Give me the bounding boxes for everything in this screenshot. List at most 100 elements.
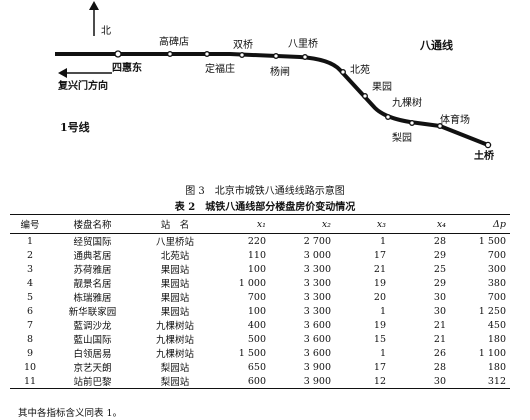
cell-station: 北苑站: [160, 251, 190, 262]
station-tiyuchang-label: 体育场: [440, 115, 470, 126]
cell-x2: 3 600: [303, 347, 331, 359]
cell-name: 新华联家园: [68, 307, 117, 318]
cell-x2: 3 300: [303, 277, 331, 289]
cell-id: 1: [26, 235, 34, 247]
header-id: 编号: [10, 214, 50, 234]
header-name: 楼盘名称: [50, 214, 135, 234]
cell-name: 京艺天朗: [73, 363, 112, 374]
cell-x3: 12: [335, 374, 390, 389]
header-x4: x₄: [390, 214, 450, 234]
header-x2: x₂: [270, 214, 335, 234]
cell-dp: 180: [487, 333, 506, 345]
cell-id: 7: [26, 319, 34, 331]
cell-x2: 3 300: [303, 291, 331, 303]
cell-dp: 312: [450, 374, 510, 389]
cell-id: 9: [26, 347, 34, 359]
cell-name: 栋瑞雅居: [73, 293, 112, 304]
cell-x3: 19: [373, 277, 386, 289]
station-tuqiao-dot: [484, 141, 492, 149]
table-row: 1 经贸国际 八里桥站 220 2 700 1 28 1 500: [10, 234, 510, 249]
cell-x1: 110: [247, 249, 266, 261]
header-x3: x₃: [335, 214, 390, 234]
table-row: 8 藍山国际 九棵树站 500 3 600 15 21 180: [10, 332, 510, 347]
cell-x4: 29: [433, 249, 446, 261]
cell-station: 果园站: [160, 307, 190, 318]
station-liyuan-label: 梨园: [392, 133, 412, 144]
cell-x2: 3 900: [303, 361, 331, 373]
table-label: 表 2: [174, 202, 196, 213]
cell-dp: 1 250: [478, 305, 506, 317]
table-row: 2 通典茗居 北苑站 110 3 000 17 29 700: [10, 248, 510, 263]
cell-dp: 300: [487, 263, 506, 275]
table-row: 3 苏荷雅居 果园站 100 3 300 21 25 300: [10, 262, 510, 277]
price-change-table: 编号 楼盘名称 站 名 x₁ x₂ x₃ x₄ Δp 1 经贸国际 八里桥站 220 2…: [10, 214, 510, 389]
cell-x3: 17: [373, 249, 386, 261]
table-row: 6 新华联家园 果园站 100 3 300 1 30 1 250: [10, 304, 510, 319]
table-row: 7 藍调沙龙 九棵树站 400 3 600 19 21 450: [10, 318, 510, 333]
cell-x1: 700: [247, 291, 266, 303]
station-baliqiao-label: 八里桥: [288, 39, 318, 50]
cell-name: 白领居易: [73, 349, 112, 360]
cell-x1: 500: [247, 333, 266, 345]
station-liyuan-dot: [409, 120, 415, 126]
station-sihuidong-dot: [114, 50, 122, 58]
cell-x3: 19: [373, 319, 386, 331]
direction-arrow-head: [58, 68, 67, 78]
cell-x4: 29: [433, 277, 446, 289]
direction-label: 复兴门方向: [58, 81, 108, 92]
station-dingfuzhuang-label: 定福庄: [205, 64, 235, 75]
station-tiyuchang-dot: [437, 123, 443, 129]
cell-dp: 1 100: [478, 347, 506, 359]
cell-station: 九棵树站: [155, 349, 194, 360]
cell-x3: 1: [379, 305, 386, 317]
station-shuangqiao-label: 双桥: [233, 40, 253, 51]
cell-x1: 600: [215, 374, 270, 389]
station-yangzha-dot: [273, 53, 279, 59]
table-header-row: 编号 楼盘名称 站 名 x₁ x₂ x₃ x₄ Δp: [10, 214, 510, 234]
cell-station: 九棵树站: [155, 321, 194, 332]
footnote: 其中各指标含义同表 1。: [18, 408, 123, 419]
station-tuqiao-label: 土桥: [474, 151, 494, 162]
line1-label: 1号线: [60, 121, 90, 134]
cell-x3: 17: [373, 361, 386, 373]
station-beiyuan-dot: [340, 69, 346, 75]
cell-station: 果园站: [160, 293, 190, 304]
cell-x3: 20: [373, 291, 386, 303]
cell-x4: 28: [433, 361, 446, 373]
station-guoyuan-dot: [362, 93, 368, 99]
cell-name: 站前巴黎: [50, 374, 135, 389]
cell-x2: 3 600: [303, 333, 331, 345]
cell-name: 经贸国际: [73, 237, 112, 248]
cell-x4: 30: [433, 291, 446, 303]
station-shuangqiao-dot: [239, 52, 245, 58]
cell-id: 4: [26, 277, 34, 289]
cell-x2: 3 300: [303, 305, 331, 317]
route-map: [55, 1, 492, 149]
cell-id: 6: [26, 305, 34, 317]
cell-x4: 26: [433, 347, 446, 359]
table-row: 10 京艺天朗 梨园站 650 3 900 17 28 180: [10, 360, 510, 375]
station-gaobeidian-dot: [167, 51, 173, 57]
table-row: 5 栋瑞雅居 果园站 700 3 300 20 30 700: [10, 290, 510, 305]
cell-x2: 3 600: [303, 319, 331, 331]
cell-name: 靓景名居: [73, 279, 112, 290]
cell-x2: 3 000: [303, 249, 331, 261]
cell-x1: 100: [247, 305, 266, 317]
station-sihuidong-label: 四惠东: [112, 63, 142, 74]
cell-id: 3: [26, 263, 34, 275]
cell-id: 10: [23, 361, 37, 373]
cell-x1: 400: [247, 319, 266, 331]
cell-dp: 700: [487, 249, 506, 261]
batong-line-track: [118, 52, 489, 147]
table-row: 9 白领居易 九棵树站 1 500 3 600 1 26 1 100: [10, 346, 510, 361]
cell-x2: 2 700: [303, 235, 331, 247]
cell-station: 梨园站: [160, 363, 190, 374]
north-arrow-head: [89, 1, 99, 10]
cell-x4: 30: [433, 305, 446, 317]
cell-dp: 1 500: [478, 235, 506, 247]
cell-x1: 650: [247, 361, 266, 373]
cell-x1: 1 000: [238, 277, 266, 289]
station-baliqiao-dot: [302, 54, 308, 60]
station-guoyuan-label: 果园: [372, 82, 392, 93]
cell-name: 苏荷雅居: [73, 265, 112, 276]
